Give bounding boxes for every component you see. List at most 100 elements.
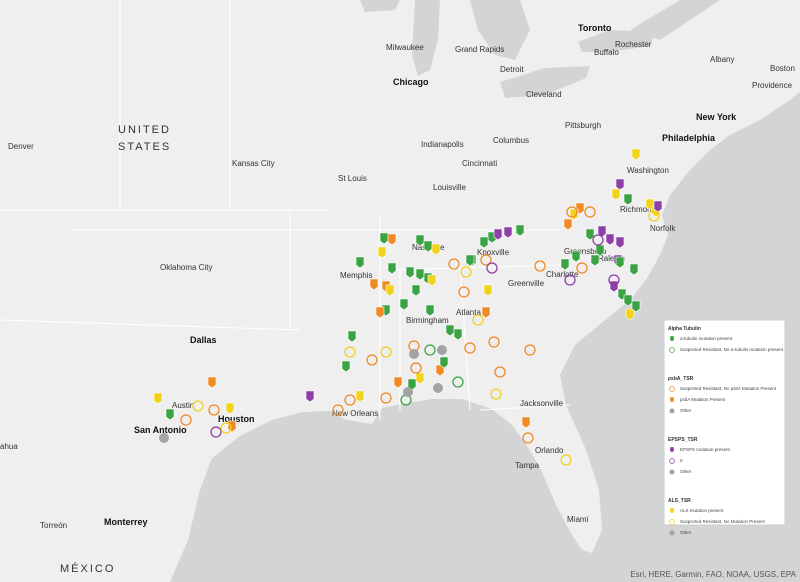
city-label: Grand Rapids — [455, 45, 504, 54]
marker-ring — [566, 206, 578, 218]
legend-pin — [669, 446, 675, 453]
city-label: Norfolk — [650, 224, 676, 233]
city-label: Toronto — [578, 23, 612, 33]
city-label: Washington — [627, 166, 669, 175]
legend-title: EPSPS_TSR — [668, 437, 698, 443]
city-label: Boston — [770, 64, 795, 73]
legend-pin — [669, 396, 675, 403]
marker-ring — [380, 346, 392, 358]
marker-pin — [465, 254, 475, 267]
legend-item: Suspected Resistant, No Mutation Present — [680, 519, 766, 524]
city-label: Tampa — [515, 461, 540, 470]
city-label: Providence — [752, 81, 793, 90]
marker-ring — [480, 254, 492, 266]
city-label: Kansas City — [232, 159, 275, 168]
city-label: Rochester — [615, 40, 652, 49]
legend-symbol — [669, 507, 675, 514]
city-label: ahua — [0, 442, 18, 451]
marker-pin — [399, 298, 409, 311]
city-label: St Louis — [338, 174, 367, 183]
marker-pin — [431, 243, 441, 256]
marker-pin — [493, 228, 503, 241]
legend-dot — [669, 530, 675, 536]
marker-ring — [192, 400, 204, 412]
marker-ring — [448, 258, 460, 270]
attribution: Esri, HERE, Garmin, FAO, NOAA, USGS, EPA — [630, 570, 796, 579]
marker-pin — [369, 278, 379, 291]
legend-pin — [669, 335, 675, 342]
city-label: Houston — [218, 414, 255, 424]
marker-pin — [631, 148, 641, 161]
city-label: Pittsburgh — [565, 121, 601, 130]
marker-ring — [524, 344, 536, 356]
marker-ring — [534, 260, 546, 272]
legend-item: Suspected Resistant, No psbA Mutation Pr… — [680, 386, 777, 391]
legend-item: EPSPS mutation present — [680, 447, 731, 452]
city-label: Orlando — [535, 446, 564, 455]
water — [170, 0, 800, 582]
marker-ring — [452, 376, 464, 388]
marker-pin — [571, 250, 581, 263]
city-label: Charlotte — [546, 270, 579, 279]
marker-pin — [393, 376, 403, 389]
city-label: Jacksonville — [520, 399, 564, 408]
marker-pin — [165, 408, 175, 421]
city-label: Columbus — [493, 136, 529, 145]
legend-symbol — [669, 469, 675, 475]
marker-ring — [180, 414, 192, 426]
city-label: Memphis — [340, 271, 372, 280]
legend-ring — [669, 386, 675, 392]
city-label: Miami — [567, 515, 589, 524]
marker-pin — [503, 226, 513, 239]
marker-ring — [522, 432, 534, 444]
marker-ring — [458, 286, 470, 298]
legend-symbol — [669, 446, 675, 453]
marker-ring — [332, 404, 344, 416]
marker-pin — [407, 378, 417, 391]
marker-pin — [611, 188, 621, 201]
marker-ring — [208, 404, 220, 416]
marker-pin — [481, 306, 491, 319]
marker-dot — [433, 383, 443, 393]
legend-symbol — [669, 335, 675, 342]
city-label: Richmond — [620, 205, 656, 214]
marker-pin — [615, 256, 625, 269]
city-label: Atlanta — [456, 308, 481, 317]
city-label: Birmingham — [406, 316, 449, 325]
legend-symbol — [669, 458, 675, 464]
city-label: Torreón — [40, 521, 67, 530]
marker-ring — [576, 262, 588, 274]
city-label: Cincinnati — [462, 159, 497, 168]
marker-pin — [153, 392, 163, 405]
country-label: MÉXICO — [60, 562, 115, 575]
city-label: Buffalo — [594, 48, 619, 57]
legend-title: ALS_TSR — [668, 498, 691, 504]
marker-ring — [608, 274, 620, 286]
marker-pin — [483, 284, 493, 297]
marker-ring — [344, 394, 356, 406]
marker-pin — [590, 254, 600, 267]
labels: UNITED STATES MÉXICO Toronto Milwaukee Grand … — [0, 23, 795, 575]
marker-ring — [410, 362, 422, 374]
marker-pin — [623, 294, 633, 307]
marker-pin — [479, 236, 489, 249]
legend-symbol — [669, 519, 675, 525]
legend-title: psbA_TSR — [668, 376, 694, 382]
city-label: New York — [696, 112, 737, 122]
marker-pin — [355, 256, 365, 269]
city-label: San Antonio — [134, 425, 187, 435]
marker-ring — [344, 346, 356, 358]
marker-dot — [437, 345, 447, 355]
city-label: Greensboro — [564, 247, 607, 256]
marker-pin — [615, 178, 625, 191]
marker-pin — [595, 244, 605, 257]
marker-pin — [377, 246, 387, 259]
marker-pin — [355, 390, 365, 403]
country-label: STATES — [118, 141, 171, 153]
marker-ring — [486, 262, 498, 274]
borders — [0, 0, 571, 420]
marker-pin — [425, 304, 435, 317]
marker-pin — [585, 228, 595, 241]
markers — [153, 148, 663, 466]
